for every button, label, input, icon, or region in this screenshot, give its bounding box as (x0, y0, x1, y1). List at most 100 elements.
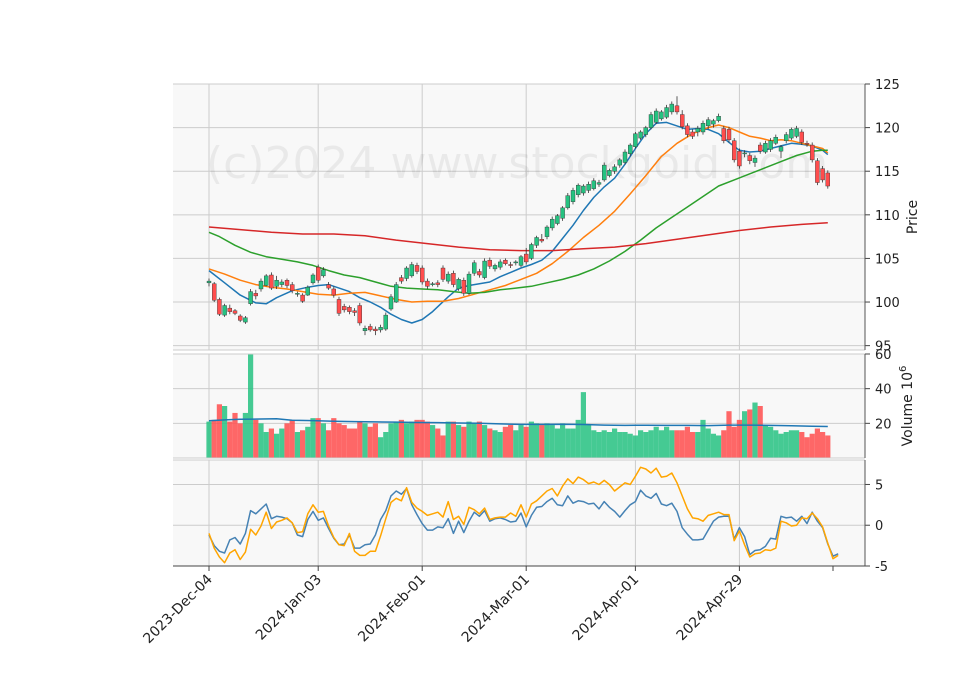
candle-body (420, 267, 425, 283)
candle-body (648, 114, 654, 128)
volume-bar-14 (279, 428, 285, 458)
candle-17 (295, 291, 300, 297)
volume-bar-109 (773, 430, 779, 458)
volume-bar-0 (206, 421, 212, 458)
volume-bar-8 (248, 354, 254, 458)
candle-body (300, 294, 305, 302)
volume-bar-19 (305, 426, 311, 458)
volume-bar-33 (378, 437, 384, 458)
volume-bar-117 (814, 428, 820, 458)
candle-66 (550, 216, 555, 231)
volume-bar-27 (346, 428, 352, 458)
candle-49 (461, 277, 466, 296)
volume-bar-98 (716, 435, 722, 458)
candle-100 (726, 126, 732, 143)
candle-32 (373, 326, 378, 336)
candle-body (607, 170, 612, 176)
volume-bar-85 (648, 430, 654, 458)
candle-body (430, 283, 435, 285)
x-tick-label-1: 2024-Jan-03 (253, 572, 325, 644)
candle-body (784, 134, 789, 141)
volume-bar-32 (372, 423, 378, 458)
candle-body (472, 262, 477, 274)
candle-79 (617, 158, 622, 168)
volume-bar-2 (216, 404, 222, 458)
candle-83 (638, 130, 643, 140)
candle-18 (300, 293, 305, 303)
candle-body (211, 283, 217, 301)
candle-31 (368, 323, 373, 332)
volume-bar-47 (450, 421, 456, 458)
candle-body (659, 111, 664, 120)
x-tick-label-5: 2024-Apr-29 (674, 572, 747, 645)
candle-118 (820, 165, 825, 183)
candle-body (357, 305, 362, 324)
candle-body (669, 103, 674, 113)
candle-86 (654, 108, 659, 125)
candle-body (810, 144, 815, 161)
volume-bar-11 (263, 432, 269, 458)
candle-body (700, 123, 706, 133)
volume-bar-94 (695, 432, 701, 458)
candle-body (435, 282, 440, 285)
candle-body (279, 281, 284, 285)
candle-23 (326, 281, 331, 290)
candle-80 (622, 149, 628, 165)
volume-bar-107 (762, 425, 768, 458)
volume-bar-25 (336, 423, 342, 458)
volume-panel: 20 40 60 Volume 106 (173, 348, 916, 459)
moving-average-3 (208, 221, 828, 252)
candle-62 (529, 242, 534, 261)
candle-body (264, 275, 269, 286)
candle-85 (648, 111, 654, 130)
candle-body (237, 315, 243, 321)
volume-bar-52 (476, 421, 482, 458)
volume-bar-26 (341, 425, 347, 458)
candle-body (716, 116, 721, 121)
volume-bar-70 (570, 428, 576, 458)
candle-body (394, 284, 399, 303)
volume-bar-10 (258, 423, 264, 458)
volume-bar-34 (383, 432, 389, 458)
volume-average-line (208, 418, 828, 428)
volume-bar-71 (575, 419, 581, 458)
volume-bar-16 (289, 419, 295, 458)
volume-bar-29 (357, 421, 363, 458)
volume-bar-48 (456, 425, 462, 458)
volume-bar-21 (315, 418, 321, 458)
candle-body (253, 293, 259, 297)
candle-body (217, 299, 222, 315)
candle-105 (752, 155, 758, 167)
candle-76 (602, 162, 607, 182)
volume-bar-79 (617, 432, 623, 458)
candle-3 (222, 303, 227, 317)
candle-body (778, 146, 784, 152)
volume-bar-95 (700, 419, 706, 458)
candle-body (316, 266, 321, 281)
volume-bar-99 (721, 430, 727, 458)
candle-body (560, 207, 565, 219)
candle-body (654, 110, 659, 123)
volume-bar-63 (534, 423, 540, 458)
volume-bar-105 (752, 402, 758, 458)
volume-bar-82 (632, 435, 638, 458)
candle-body (570, 190, 576, 202)
candle-102 (737, 148, 742, 169)
candle-body (336, 299, 342, 314)
candle-92 (685, 123, 690, 138)
candle-body (747, 155, 752, 161)
volume-bar-97 (710, 433, 716, 458)
candle-body (706, 119, 711, 127)
volume-bar-69 (565, 428, 571, 458)
candle-body (352, 310, 357, 313)
volume-bars (206, 354, 831, 458)
candle-35 (388, 294, 394, 311)
candle-77 (607, 168, 612, 178)
volume-bar-100 (726, 411, 732, 458)
candle-body (321, 269, 326, 277)
candle-15 (284, 278, 290, 289)
candle-110 (778, 145, 784, 159)
candle-56 (498, 259, 503, 270)
volume-bar-78 (612, 428, 618, 458)
